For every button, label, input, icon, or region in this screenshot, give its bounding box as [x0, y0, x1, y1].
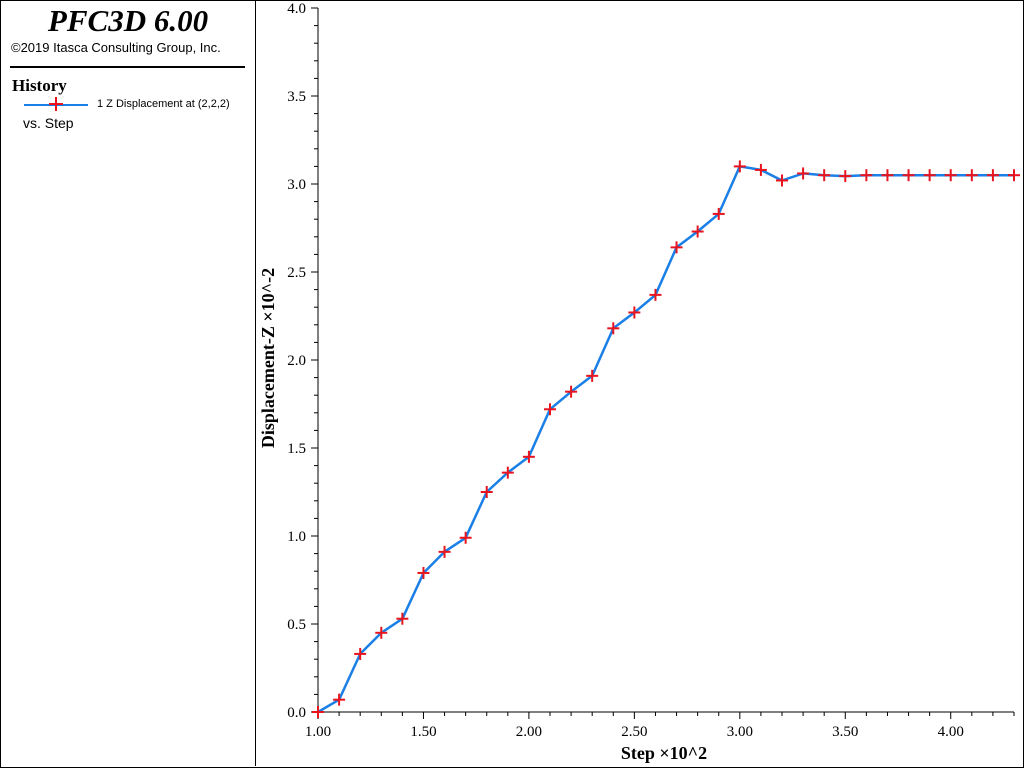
- series-line: [317, 165, 1014, 714]
- legend-divider: [10, 66, 245, 68]
- x-tick-label: 3.00: [727, 724, 753, 740]
- y-tick-label: 3.5: [287, 89, 306, 105]
- data-point-marker: [396, 612, 409, 625]
- y-tick-label: 4.0: [287, 1, 306, 17]
- data-point-marker: [459, 531, 472, 544]
- app-title: PFC3D 6.00: [47, 3, 209, 38]
- data-point-marker: [776, 174, 788, 187]
- y-tick-label: 1.5: [287, 441, 306, 457]
- x-tick-label: 3.50: [832, 724, 858, 740]
- series-group: [312, 160, 1020, 718]
- x-tick-label: 1.00: [305, 724, 331, 740]
- data-point-marker: [333, 693, 346, 706]
- data-point-marker: [649, 288, 662, 301]
- data-point-marker: [733, 160, 746, 173]
- x-tick-label: 2.00: [516, 724, 542, 740]
- y-tick-label: 2.0: [287, 353, 306, 369]
- data-point-marker: [839, 170, 852, 183]
- data-point-marker: [438, 545, 451, 558]
- data-point-marker: [312, 706, 324, 718]
- data-point-marker: [417, 566, 430, 579]
- x-tick-label: 4.00: [938, 724, 964, 740]
- y-tick-label: 0.5: [287, 617, 306, 633]
- data-point-marker: [586, 369, 599, 382]
- y-tick-label: 3.0: [287, 177, 306, 193]
- data-point-marker: [375, 626, 388, 639]
- plot-axes: [317, 8, 1014, 713]
- data-point-marker: [712, 207, 725, 220]
- x-tick-group: 1.00 1.50 2.00 2.50 3.00 3.50 4.00: [305, 712, 1015, 740]
- data-point-marker: [354, 647, 367, 660]
- x-tick-label: 2.50: [621, 724, 647, 740]
- data-point-marker: [607, 322, 620, 335]
- data-point-marker: [628, 306, 641, 319]
- legend-entry-label: 1 Z Displacement at (2,2,2): [97, 98, 230, 110]
- x-tick-label: 1.50: [410, 724, 436, 740]
- data-point-marker: [965, 169, 978, 182]
- legend-entry: 1 Z Displacement at (2,2,2): [22, 95, 252, 115]
- y-tick-group: 0.0 0.5 1.0 1.5 2.0 2.5 3.0 3.5 4.0: [287, 1, 318, 721]
- y-tick-label: 2.5: [287, 265, 306, 281]
- data-point-marker: [544, 403, 556, 416]
- vs-step-label: vs. Step: [23, 115, 74, 131]
- history-plot: 1.00 1.50 2.00 2.50 3.00 3.50 4.00 0.0 0.5 1.0 1.…: [258, 1, 1020, 763]
- data-point-marker: [923, 169, 936, 182]
- data-point-marker: [565, 385, 578, 398]
- data-point-marker: [881, 169, 894, 182]
- data-point-marker: [860, 169, 873, 182]
- data-point-marker: [691, 225, 704, 238]
- y-tick-label: 1.0: [287, 529, 306, 545]
- history-heading: History: [12, 76, 67, 95]
- data-point-marker: [902, 169, 915, 182]
- legend-panel: PFC3D 6.00 ©2019 Itasca Consulting Group…: [0, 0, 256, 766]
- data-point-marker: [501, 466, 514, 479]
- data-point-marker: [1008, 169, 1020, 182]
- y-axis-title: Displacement-Z ×10^-2: [258, 268, 278, 448]
- data-point-marker: [944, 169, 957, 182]
- data-point-marker: [986, 169, 999, 182]
- x-axis-title: Step ×10^2: [621, 743, 707, 763]
- data-point-marker: [522, 450, 535, 463]
- data-point-marker: [754, 163, 767, 176]
- data-point-marker: [670, 241, 683, 254]
- data-point-marker: [797, 167, 810, 180]
- data-point-marker: [480, 486, 493, 498]
- plus-marker-icon: [49, 97, 63, 111]
- y-tick-label: 0.0: [287, 705, 306, 721]
- copyright-text: ©2019 Itasca Consulting Group, Inc.: [11, 40, 221, 55]
- data-point-marker: [818, 169, 831, 182]
